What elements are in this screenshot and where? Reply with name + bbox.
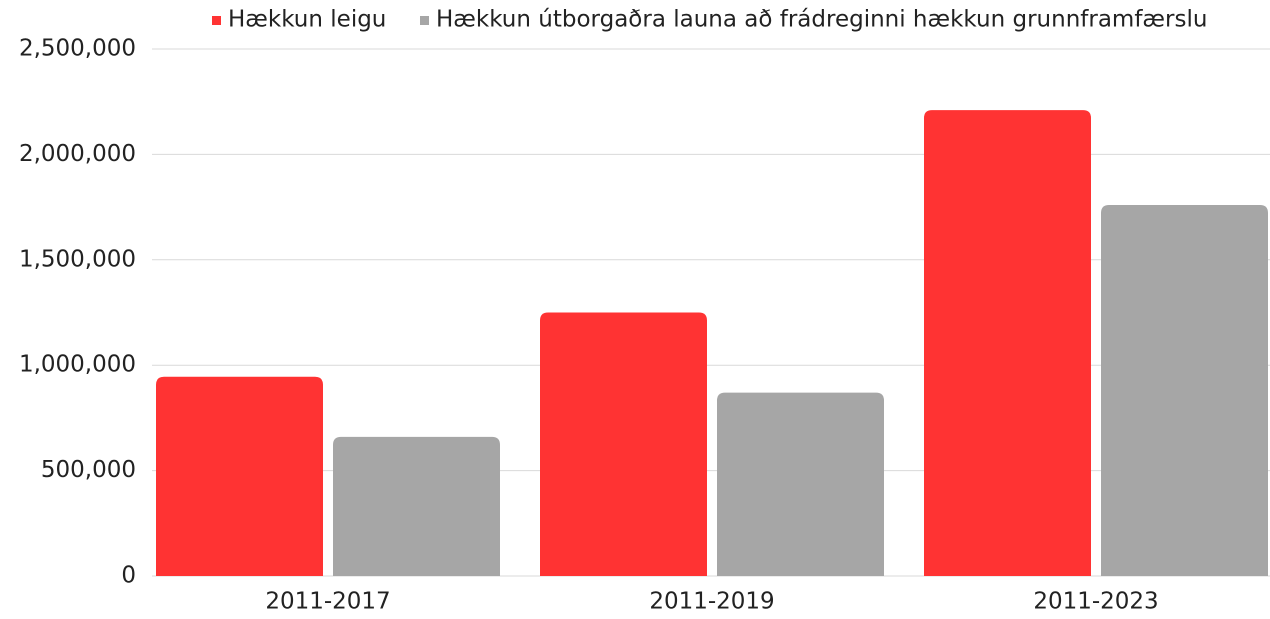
bar bbox=[1101, 204, 1268, 576]
y-tick-label: 2,500,000 bbox=[19, 36, 136, 62]
legend-swatch bbox=[212, 16, 221, 25]
y-tick-label: 500,000 bbox=[41, 457, 136, 483]
y-tick-label: 2,000,000 bbox=[19, 141, 136, 167]
legend-swatch bbox=[420, 16, 429, 25]
y-tick-label: 1,500,000 bbox=[19, 246, 136, 272]
y-tick-label: 0 bbox=[121, 563, 136, 589]
legend-label: Hækkun útborgaðra launa að frádreginni h… bbox=[436, 7, 1207, 33]
legend-label: Hækkun leigu bbox=[228, 7, 386, 33]
y-tick-label: 1,000,000 bbox=[19, 352, 136, 378]
bar bbox=[924, 110, 1091, 576]
bar bbox=[540, 312, 707, 576]
x-tick-label: 2011-2019 bbox=[649, 589, 774, 615]
bar bbox=[333, 436, 500, 576]
bar bbox=[717, 392, 884, 576]
x-tick-label: 2011-2023 bbox=[1033, 589, 1158, 615]
bar bbox=[156, 376, 323, 576]
x-tick-label: 2011-2017 bbox=[265, 589, 390, 615]
